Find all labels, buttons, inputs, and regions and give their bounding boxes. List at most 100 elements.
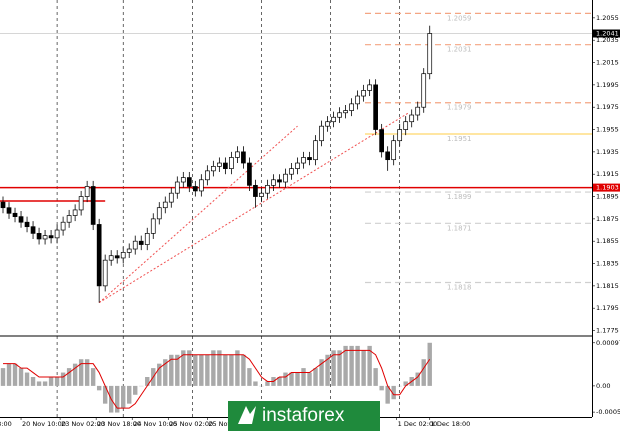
histogram-bar	[325, 354, 330, 386]
candle-body	[48, 235, 54, 239]
candle-body	[361, 90, 366, 97]
y-tick-label: 1.1875	[596, 215, 619, 223]
y-tick-label: 1.1795	[596, 304, 619, 312]
histogram-bar	[145, 377, 150, 386]
candle-body	[211, 166, 216, 172]
histogram-bar	[193, 354, 198, 386]
y-tick-label: 1.1895	[596, 193, 619, 201]
y-tick-label: 1.1955	[596, 126, 619, 134]
candle-body	[126, 248, 132, 253]
candle-body	[223, 162, 228, 169]
histogram-bar	[331, 350, 336, 386]
histogram-bar	[337, 350, 342, 386]
candle-body	[78, 196, 84, 211]
trend-line	[98, 125, 298, 303]
candle-body	[36, 233, 42, 240]
histogram-bar	[181, 350, 186, 386]
histogram-bar	[361, 350, 366, 386]
histogram-bar	[379, 385, 384, 391]
candle-body	[271, 179, 276, 186]
y-tick-label: 1.2015	[596, 59, 619, 67]
histogram-bar	[313, 368, 318, 386]
histogram-bar	[6, 363, 12, 386]
candle-body	[18, 216, 24, 223]
level-label: 1.1871	[447, 224, 472, 232]
y-tick-label: 1.1815	[596, 282, 619, 290]
candle-body	[265, 185, 270, 194]
candle-body	[84, 186, 90, 197]
candle-body	[120, 252, 126, 259]
histogram-bar	[289, 372, 294, 386]
candle-body	[180, 177, 186, 183]
histogram-bar	[265, 381, 270, 386]
candle-body	[421, 73, 427, 108]
candle-body	[6, 207, 12, 214]
histogram-bar	[66, 368, 72, 386]
y-tick-label: 1.1935	[596, 148, 619, 156]
x-tick-label: 19 Nov 18:00	[0, 420, 12, 428]
candle-body	[367, 84, 372, 91]
x-tick-label: 20 Nov 10:00	[22, 420, 66, 428]
candle-body	[229, 157, 234, 169]
trend-line	[98, 112, 409, 304]
histogram-bar	[253, 381, 258, 386]
candle-body	[60, 221, 66, 231]
current-price-box	[593, 29, 620, 38]
candle-body	[12, 212, 18, 217]
y-tick-label: 1.1995	[596, 81, 619, 89]
candle-body	[397, 129, 403, 142]
candle-body	[198, 179, 204, 192]
candle-body	[259, 192, 264, 197]
candle-body	[355, 95, 360, 105]
histogram-bar	[0, 368, 6, 386]
candle-body	[391, 140, 397, 161]
candle-body	[409, 114, 415, 123]
histogram-bar	[205, 354, 210, 386]
resistance-box	[593, 183, 620, 192]
candle-body	[313, 140, 318, 161]
histogram-bar	[199, 354, 204, 386]
candle-body	[66, 215, 72, 223]
candle-body	[307, 157, 312, 161]
candle-body	[385, 151, 391, 161]
y-tick-label: 1.2055	[596, 14, 619, 22]
x-tick-label: 25 Nov 02:00	[169, 420, 213, 428]
histogram-bar	[78, 359, 84, 386]
level-label: 1.2031	[447, 46, 472, 54]
candle-body	[186, 177, 192, 187]
candle-body	[373, 84, 378, 130]
candle-body	[156, 207, 162, 220]
x-tick-label: 1 Dec 18:00	[431, 420, 471, 428]
histogram-bar	[48, 377, 54, 386]
signal-line	[3, 349, 431, 409]
y-tick-label: 1.1775	[596, 327, 619, 335]
candle-body	[319, 125, 324, 142]
logo-text: instaforex	[262, 405, 345, 426]
candle-body	[283, 173, 288, 183]
candle-body	[150, 218, 156, 234]
histogram-bar	[295, 372, 300, 386]
histogram-bar	[391, 385, 396, 400]
y-tick-label: 0.00	[596, 382, 610, 390]
candle-body	[144, 233, 150, 245]
level-label: 1.1818	[447, 284, 472, 292]
histogram-bar	[90, 368, 96, 386]
candle-body	[241, 151, 246, 164]
x-tick-label: 24 Nov 10:00	[133, 420, 177, 428]
candle-body	[192, 186, 198, 192]
histogram-bar	[157, 363, 162, 386]
y-tick-label: 1.1855	[596, 237, 619, 245]
candle-body	[96, 224, 102, 287]
candle-body	[108, 255, 114, 261]
histogram-bar	[241, 354, 246, 386]
level-label: 1.1899	[447, 193, 472, 201]
candle-body	[217, 162, 222, 167]
histogram-bar	[367, 345, 372, 386]
candle-body	[90, 186, 96, 225]
candle-body	[42, 235, 48, 240]
candle-body	[0, 201, 6, 209]
histogram-bar	[169, 354, 174, 386]
current-price-label: 1.2041	[596, 30, 619, 38]
